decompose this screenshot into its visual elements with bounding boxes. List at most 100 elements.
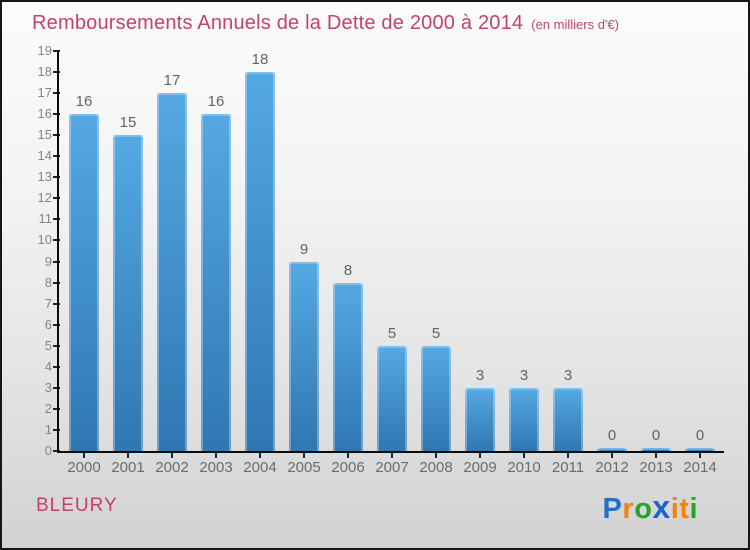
y-axis-tick bbox=[53, 176, 60, 179]
y-tick-label: 13 bbox=[37, 169, 52, 185]
x-tick-label: 2011 bbox=[551, 459, 585, 476]
bar bbox=[641, 448, 671, 451]
x-tick-label: 2002 bbox=[155, 459, 189, 476]
y-tick-label: 18 bbox=[37, 64, 52, 80]
x-tick-label: 2004 bbox=[243, 459, 277, 476]
y-tick-label: 2 bbox=[44, 400, 52, 416]
y-axis-tick bbox=[53, 450, 60, 452]
y-tick-label: 16 bbox=[37, 106, 52, 122]
chart-title: Remboursements Annuels de la Dette de 20… bbox=[32, 12, 524, 34]
y-tick-label: 8 bbox=[44, 274, 52, 290]
x-tick-label: 2000 bbox=[67, 459, 101, 476]
x-tick-label: 2006 bbox=[331, 459, 365, 476]
bar bbox=[421, 346, 451, 451]
y-tick-label: 6 bbox=[44, 316, 52, 332]
y-tick-label: 7 bbox=[44, 295, 52, 311]
bar-value-label: 8 bbox=[343, 262, 353, 279]
x-axis-tick bbox=[83, 453, 85, 458]
x-tick-label: 2001 bbox=[111, 459, 145, 476]
bar bbox=[597, 448, 627, 451]
logo-letter-x: x bbox=[652, 489, 671, 525]
x-axis-tick bbox=[391, 453, 393, 458]
x-axis-tick bbox=[215, 453, 217, 458]
y-tick-label: 3 bbox=[44, 379, 52, 395]
y-axis-tick bbox=[53, 281, 60, 284]
bar-value-label: 0 bbox=[651, 427, 661, 444]
bar bbox=[465, 388, 495, 451]
bar-value-label: 18 bbox=[251, 51, 269, 68]
x-tick-label: 2007 bbox=[375, 459, 409, 476]
y-tick-label: 10 bbox=[37, 232, 52, 248]
bar bbox=[289, 262, 319, 451]
x-axis-tick bbox=[303, 453, 305, 458]
bar bbox=[157, 93, 187, 451]
y-axis-tick bbox=[53, 302, 60, 305]
commune-name: BLEURY bbox=[36, 495, 118, 516]
y-axis-tick bbox=[53, 155, 60, 158]
x-axis-tick bbox=[127, 453, 129, 458]
bar-value-label: 16 bbox=[207, 93, 225, 110]
x-axis-tick bbox=[479, 453, 481, 458]
x-axis-tick bbox=[347, 453, 349, 458]
bar bbox=[113, 135, 143, 451]
y-tick-label: 17 bbox=[37, 85, 52, 101]
bar-value-label: 3 bbox=[519, 367, 529, 384]
y-axis-tick bbox=[53, 365, 60, 368]
y-axis-tick bbox=[53, 344, 60, 347]
y-axis-tick bbox=[53, 134, 60, 137]
x-axis-tick bbox=[435, 453, 437, 458]
x-axis-tick bbox=[655, 453, 657, 458]
y-axis-tick bbox=[53, 386, 60, 389]
bar bbox=[685, 448, 715, 451]
proxiti-logo: Proxiti bbox=[603, 489, 698, 526]
x-tick-label: 2010 bbox=[507, 459, 541, 476]
bar bbox=[69, 114, 99, 451]
bar-value-label: 15 bbox=[119, 114, 137, 131]
x-axis-tick bbox=[567, 453, 569, 458]
x-tick-label: 2012 bbox=[595, 459, 629, 476]
x-axis-tick bbox=[523, 453, 525, 458]
x-tick-label: 2005 bbox=[287, 459, 321, 476]
y-tick-label: 14 bbox=[37, 148, 52, 164]
bar bbox=[201, 114, 231, 451]
bar-value-label: 0 bbox=[607, 427, 617, 444]
x-axis-tick bbox=[259, 453, 261, 458]
bar-value-label: 9 bbox=[299, 241, 309, 258]
logo-letter: r bbox=[622, 493, 635, 525]
bar bbox=[377, 346, 407, 451]
bar-value-label: 16 bbox=[75, 93, 93, 110]
bar-value-label: 5 bbox=[431, 325, 441, 342]
logo-letter: P bbox=[602, 493, 623, 525]
logo-letter: o bbox=[634, 493, 653, 525]
y-tick-label: 5 bbox=[44, 337, 52, 353]
y-axis-tick bbox=[53, 323, 60, 326]
y-tick-label: 15 bbox=[37, 127, 52, 143]
y-axis-tick bbox=[53, 71, 60, 74]
y-tick-label: 9 bbox=[44, 253, 52, 269]
y-axis-line bbox=[57, 50, 59, 453]
chart-header: Remboursements Annuels de la Dette de 20… bbox=[32, 12, 619, 35]
bar-value-label: 17 bbox=[163, 72, 181, 89]
bar bbox=[245, 72, 275, 451]
y-tick-label: 11 bbox=[38, 211, 53, 227]
x-axis-line bbox=[57, 451, 724, 453]
y-axis-tick bbox=[53, 113, 60, 116]
y-tick-label: 19 bbox=[37, 43, 52, 58]
y-axis-tick bbox=[53, 197, 60, 200]
x-axis-tick bbox=[171, 453, 173, 458]
x-tick-label: 2008 bbox=[419, 459, 453, 476]
bar-value-label: 0 bbox=[695, 427, 705, 444]
x-tick-label: 2013 bbox=[639, 459, 673, 476]
y-tick-label: 1 bbox=[44, 421, 52, 437]
x-axis-tick bbox=[699, 453, 701, 458]
bar bbox=[509, 388, 539, 451]
y-tick-label: 0 bbox=[44, 443, 52, 458]
x-tick-label: 2003 bbox=[199, 459, 233, 476]
bar bbox=[333, 283, 363, 451]
logo-letter: i bbox=[689, 493, 698, 525]
chart-subtitle: (en milliers d'€) bbox=[531, 17, 619, 32]
y-axis-tick bbox=[53, 50, 60, 52]
logo-letter: i bbox=[670, 493, 680, 525]
y-axis-tick bbox=[53, 239, 60, 242]
